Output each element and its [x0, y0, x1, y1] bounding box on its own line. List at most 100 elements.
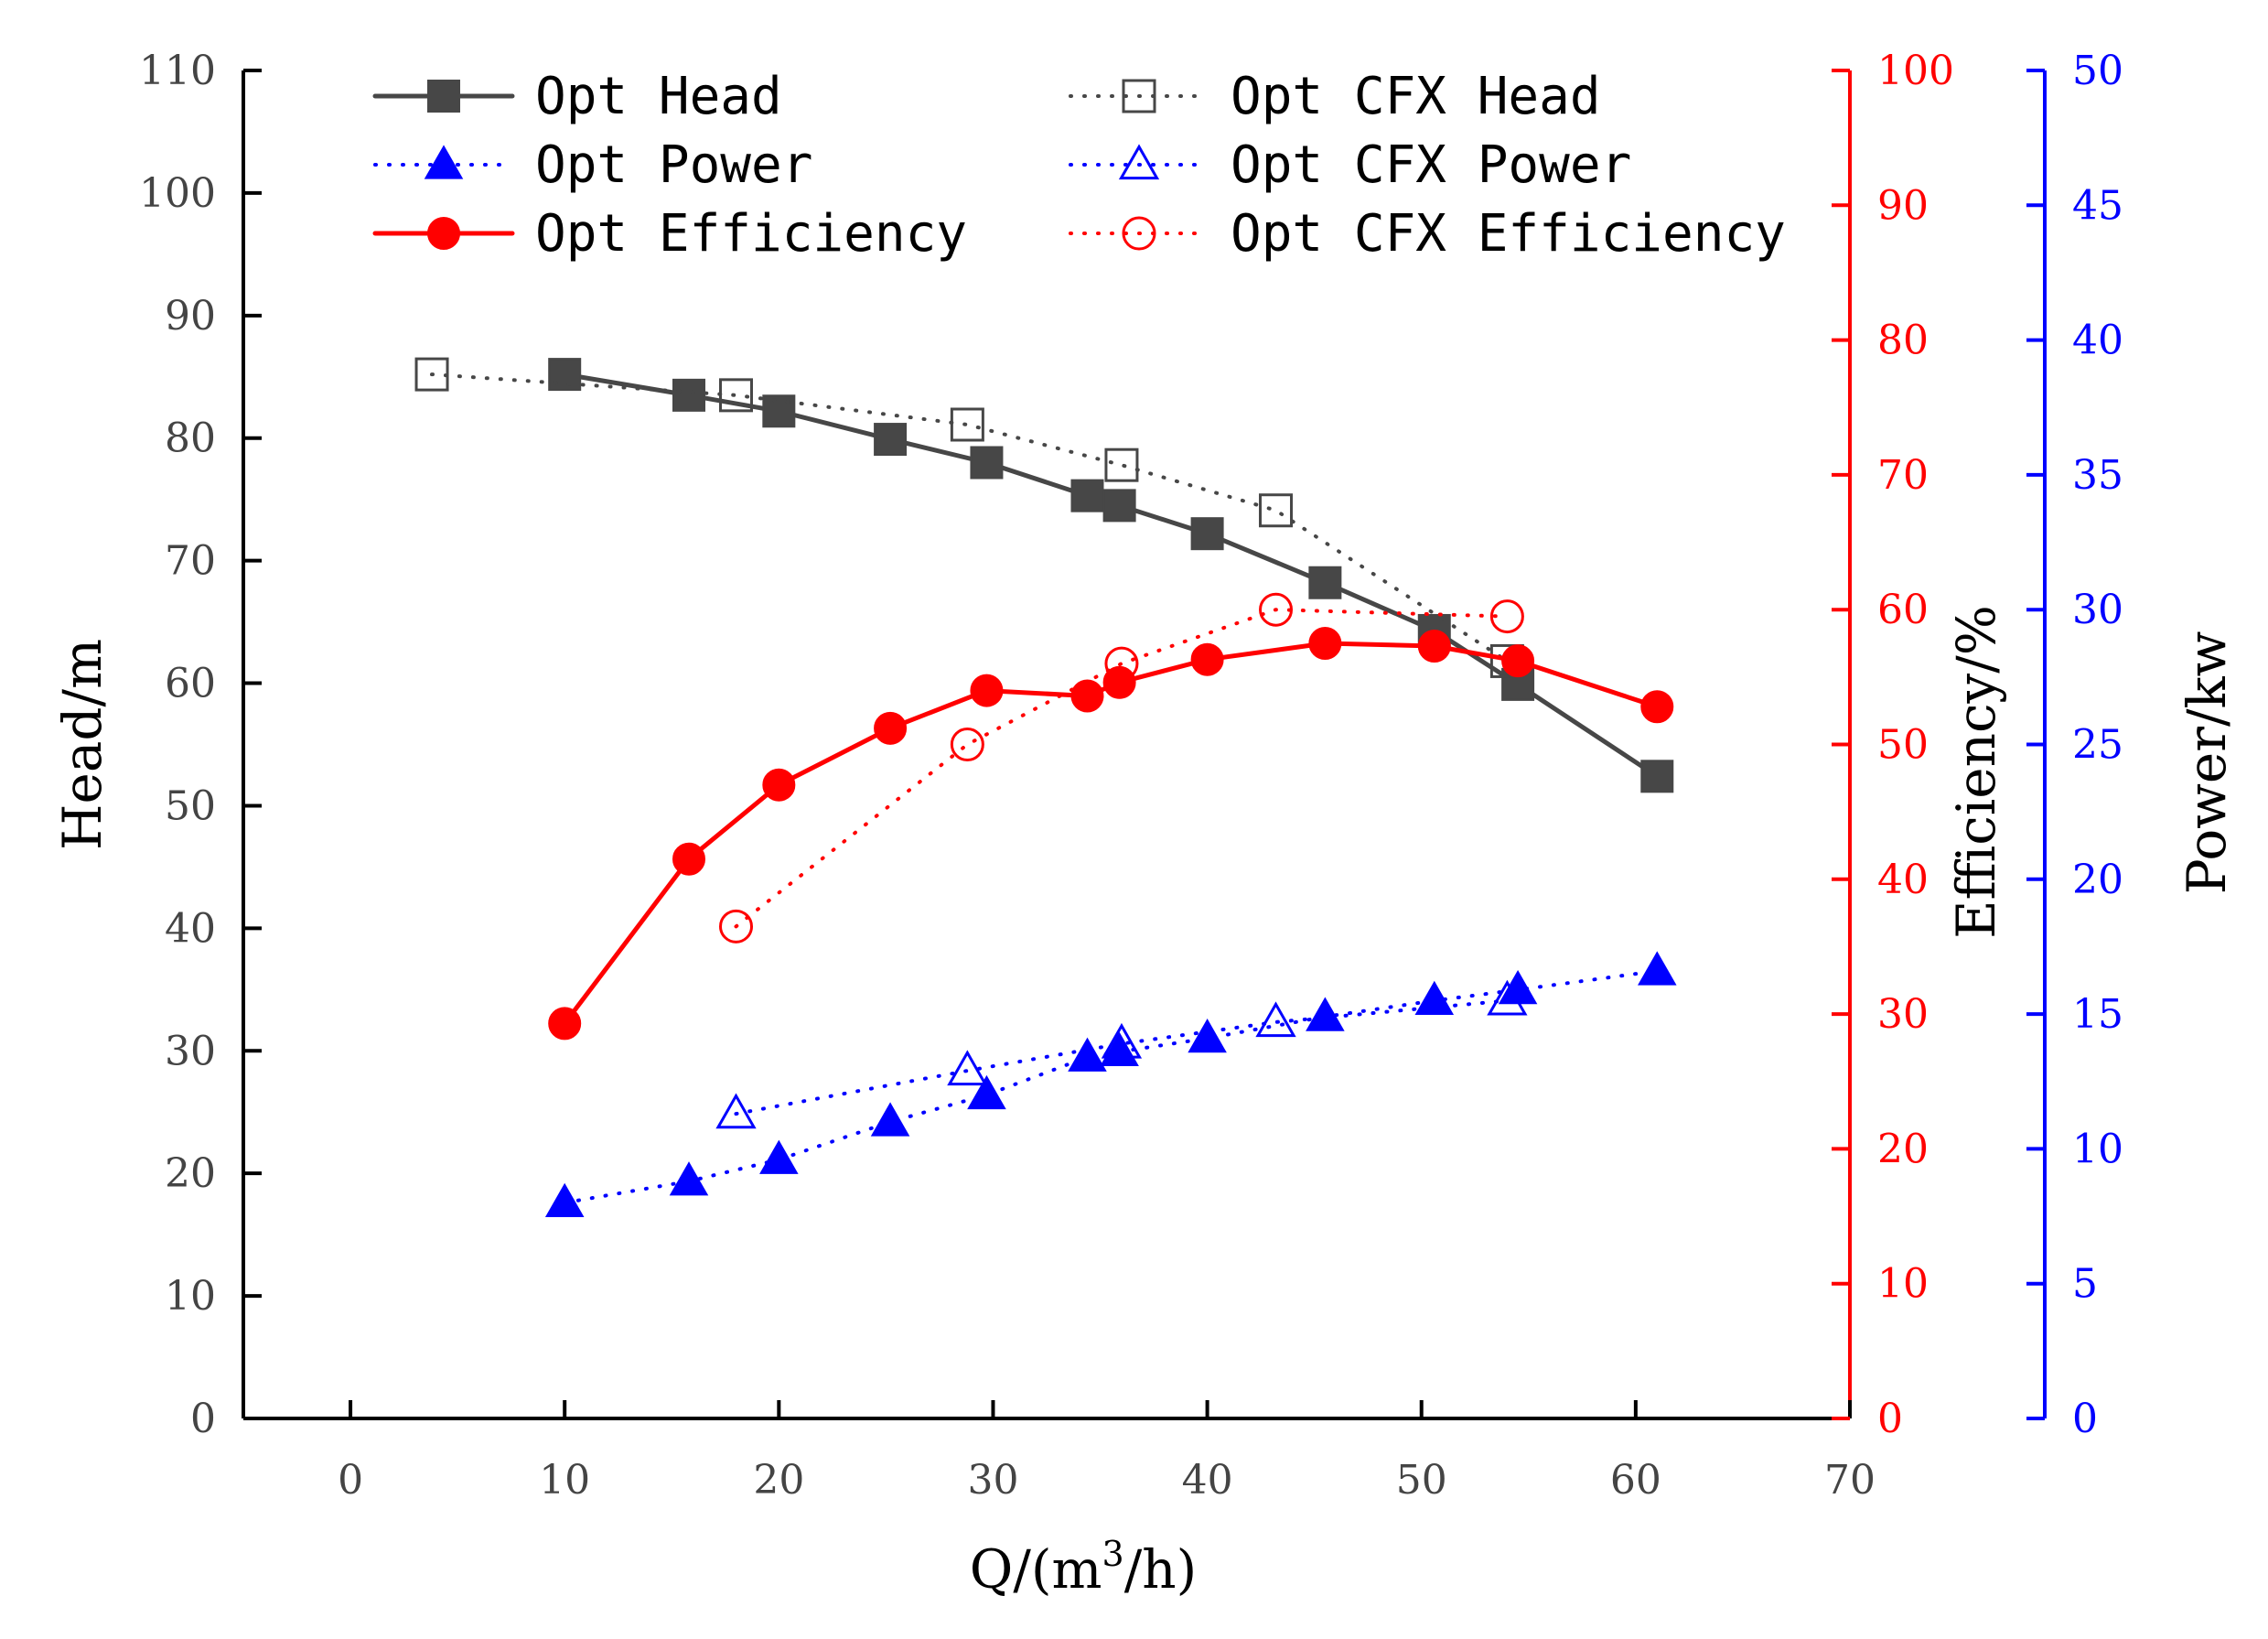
y-tick-head-label: 20	[165, 1150, 216, 1197]
y-tick-head-label: 0	[190, 1396, 216, 1442]
data-point-opt-head	[672, 378, 705, 412]
data-point-opt-efficiency	[1501, 644, 1535, 678]
x-axis-title-prefix: Q/(m	[970, 1538, 1102, 1601]
x-tick-label: 60	[1610, 1457, 1661, 1504]
legend-item-opt-cfx-efficiency: Opt CFX Efficiency	[1069, 204, 1786, 264]
data-point-opt-efficiency	[762, 768, 796, 802]
y-tick-head-label: 10	[165, 1273, 216, 1320]
y-tick-power-label: 10	[2072, 1126, 2123, 1172]
y-tick-head-label: 70	[165, 538, 216, 585]
x-tick-label: 70	[1824, 1457, 1876, 1504]
y-tick-power-label: 25	[2072, 722, 2123, 769]
data-point-opt-cfx-efficiency	[950, 728, 984, 761]
legend-marker-opt-head	[427, 80, 460, 113]
y-tick-efficiency-label: 100	[1877, 48, 1954, 94]
data-point-opt-cfx-head	[1259, 493, 1294, 528]
y-tick-efficiency-label: 80	[1877, 318, 1929, 364]
x-axis-title-suffix: /h)	[1124, 1538, 1198, 1601]
data-point-opt-cfx-head	[414, 357, 449, 392]
y-tick-head-label: 30	[165, 1028, 216, 1074]
legend-label-opt-head: Opt Head	[535, 67, 782, 126]
data-point-opt-head	[1308, 566, 1342, 599]
data-point-opt-cfx-power	[1255, 1001, 1296, 1038]
data-point-opt-head	[1190, 517, 1224, 551]
y-tick-head-label: 80	[165, 415, 216, 462]
y-tick-power-label: 40	[2072, 318, 2123, 364]
data-point-opt-power	[870, 1102, 910, 1137]
y-tick-efficiency-label: 90	[1877, 182, 1929, 229]
data-point-opt-head	[1640, 760, 1674, 793]
x-tick-label: 30	[967, 1457, 1018, 1504]
y-tick-efficiency-label: 40	[1877, 857, 1929, 903]
data-point-opt-head	[1070, 479, 1104, 512]
data-point-opt-cfx-efficiency	[1489, 599, 1524, 634]
x-axis-title-sup: 3	[1102, 1534, 1124, 1574]
y-axis-power-title: Power/kw	[2176, 631, 2238, 895]
series-line-opt-efficiency	[562, 641, 1660, 1026]
series-line-opt-cfx-efficiency	[734, 608, 1510, 929]
y-tick-power-label: 45	[2072, 182, 2123, 229]
data-point-opt-efficiency	[1070, 679, 1104, 713]
data-point-opt-head	[970, 446, 1004, 480]
y-tick-power-label: 50	[2072, 48, 2123, 94]
x-axis-title: Q/(m3/h)	[970, 1534, 1197, 1601]
y-tick-head-label: 110	[139, 48, 216, 94]
y-tick-efficiency-label: 20	[1877, 1126, 1929, 1172]
axes-layer: 0 10 20 30 40 50 60 70 0 10 20 30 40 50 60 70 80 90 100 110…	[51, 48, 2238, 1601]
legend-item-opt-efficiency: Opt Efficiency	[372, 204, 967, 264]
data-point-opt-efficiency	[874, 711, 908, 745]
legend-marker-opt-cfx-power	[1118, 144, 1160, 180]
data-point-opt-efficiency	[1190, 642, 1224, 676]
y-tick-power-label: 15	[2072, 991, 2123, 1038]
data-point-opt-power	[1188, 1019, 1227, 1053]
series-line-opt-cfx-head	[430, 372, 1510, 663]
series-line-opt-head	[562, 372, 1660, 779]
data-point-opt-efficiency	[1640, 690, 1674, 724]
y-tick-power-label: 5	[2072, 1261, 2098, 1308]
y-tick-efficiency-label: 50	[1877, 722, 1929, 769]
x-tick-label: 10	[539, 1457, 590, 1504]
data-point-opt-power	[544, 1182, 585, 1217]
legend-marker-opt-power	[424, 145, 464, 179]
series-layer	[414, 357, 1677, 1217]
data-point-opt-cfx-head	[719, 378, 754, 413]
data-point-opt-head	[762, 394, 796, 428]
data-point-opt-cfx-efficiency	[1104, 646, 1139, 681]
data-point-opt-efficiency	[672, 842, 705, 876]
data-point-opt-efficiency	[1308, 627, 1342, 661]
legend-label-opt-cfx-power: Opt CFX Power	[1231, 135, 1631, 195]
legend-label-opt-efficiency: Opt Efficiency	[535, 204, 967, 264]
legend-item-opt-head: Opt Head	[372, 67, 782, 126]
data-point-opt-power	[1638, 951, 1677, 986]
x-tick-label: 40	[1182, 1457, 1233, 1504]
data-point-opt-cfx-power	[1487, 979, 1528, 1016]
legend-marker-opt-cfx-efficiency	[1122, 216, 1156, 251]
y-tick-head-label: 90	[165, 293, 216, 340]
y-axis-head-title: Head/m	[51, 639, 113, 850]
legend-marker-opt-efficiency	[427, 217, 460, 250]
legend-item-opt-cfx-power: Opt CFX Power	[1069, 135, 1631, 195]
data-point-opt-cfx-power	[1101, 1022, 1143, 1059]
legend-item-opt-power: Opt Power	[373, 135, 812, 195]
legend-item-opt-cfx-head: Opt CFX Head	[1069, 67, 1601, 126]
legend-marker-opt-cfx-head	[1122, 79, 1156, 113]
y-tick-efficiency-label: 70	[1877, 452, 1929, 499]
legend-label-opt-power: Opt Power	[535, 135, 812, 195]
y-tick-head-label: 40	[165, 905, 216, 952]
y-tick-efficiency-label: 10	[1877, 1261, 1929, 1308]
data-point-opt-power	[967, 1074, 1006, 1110]
data-point-opt-efficiency	[548, 1007, 582, 1041]
y-tick-power-label: 0	[2072, 1396, 2098, 1442]
data-point-opt-efficiency	[1417, 629, 1451, 663]
y-tick-efficiency-label: 60	[1877, 587, 1929, 633]
y-tick-head-label: 50	[165, 782, 216, 829]
x-tick-label: 50	[1396, 1457, 1447, 1504]
data-point-opt-cfx-efficiency	[719, 909, 754, 944]
data-point-opt-head	[1102, 489, 1136, 523]
data-point-opt-cfx-head	[950, 407, 984, 442]
data-point-opt-head	[874, 423, 908, 457]
data-point-opt-cfx-head	[1104, 447, 1139, 482]
y-axis-efficiency-title: Efficiency/%	[1945, 605, 2007, 939]
legend-layer: Opt Head Opt Power Opt Efficiency Opt CFX H…	[372, 67, 1786, 264]
